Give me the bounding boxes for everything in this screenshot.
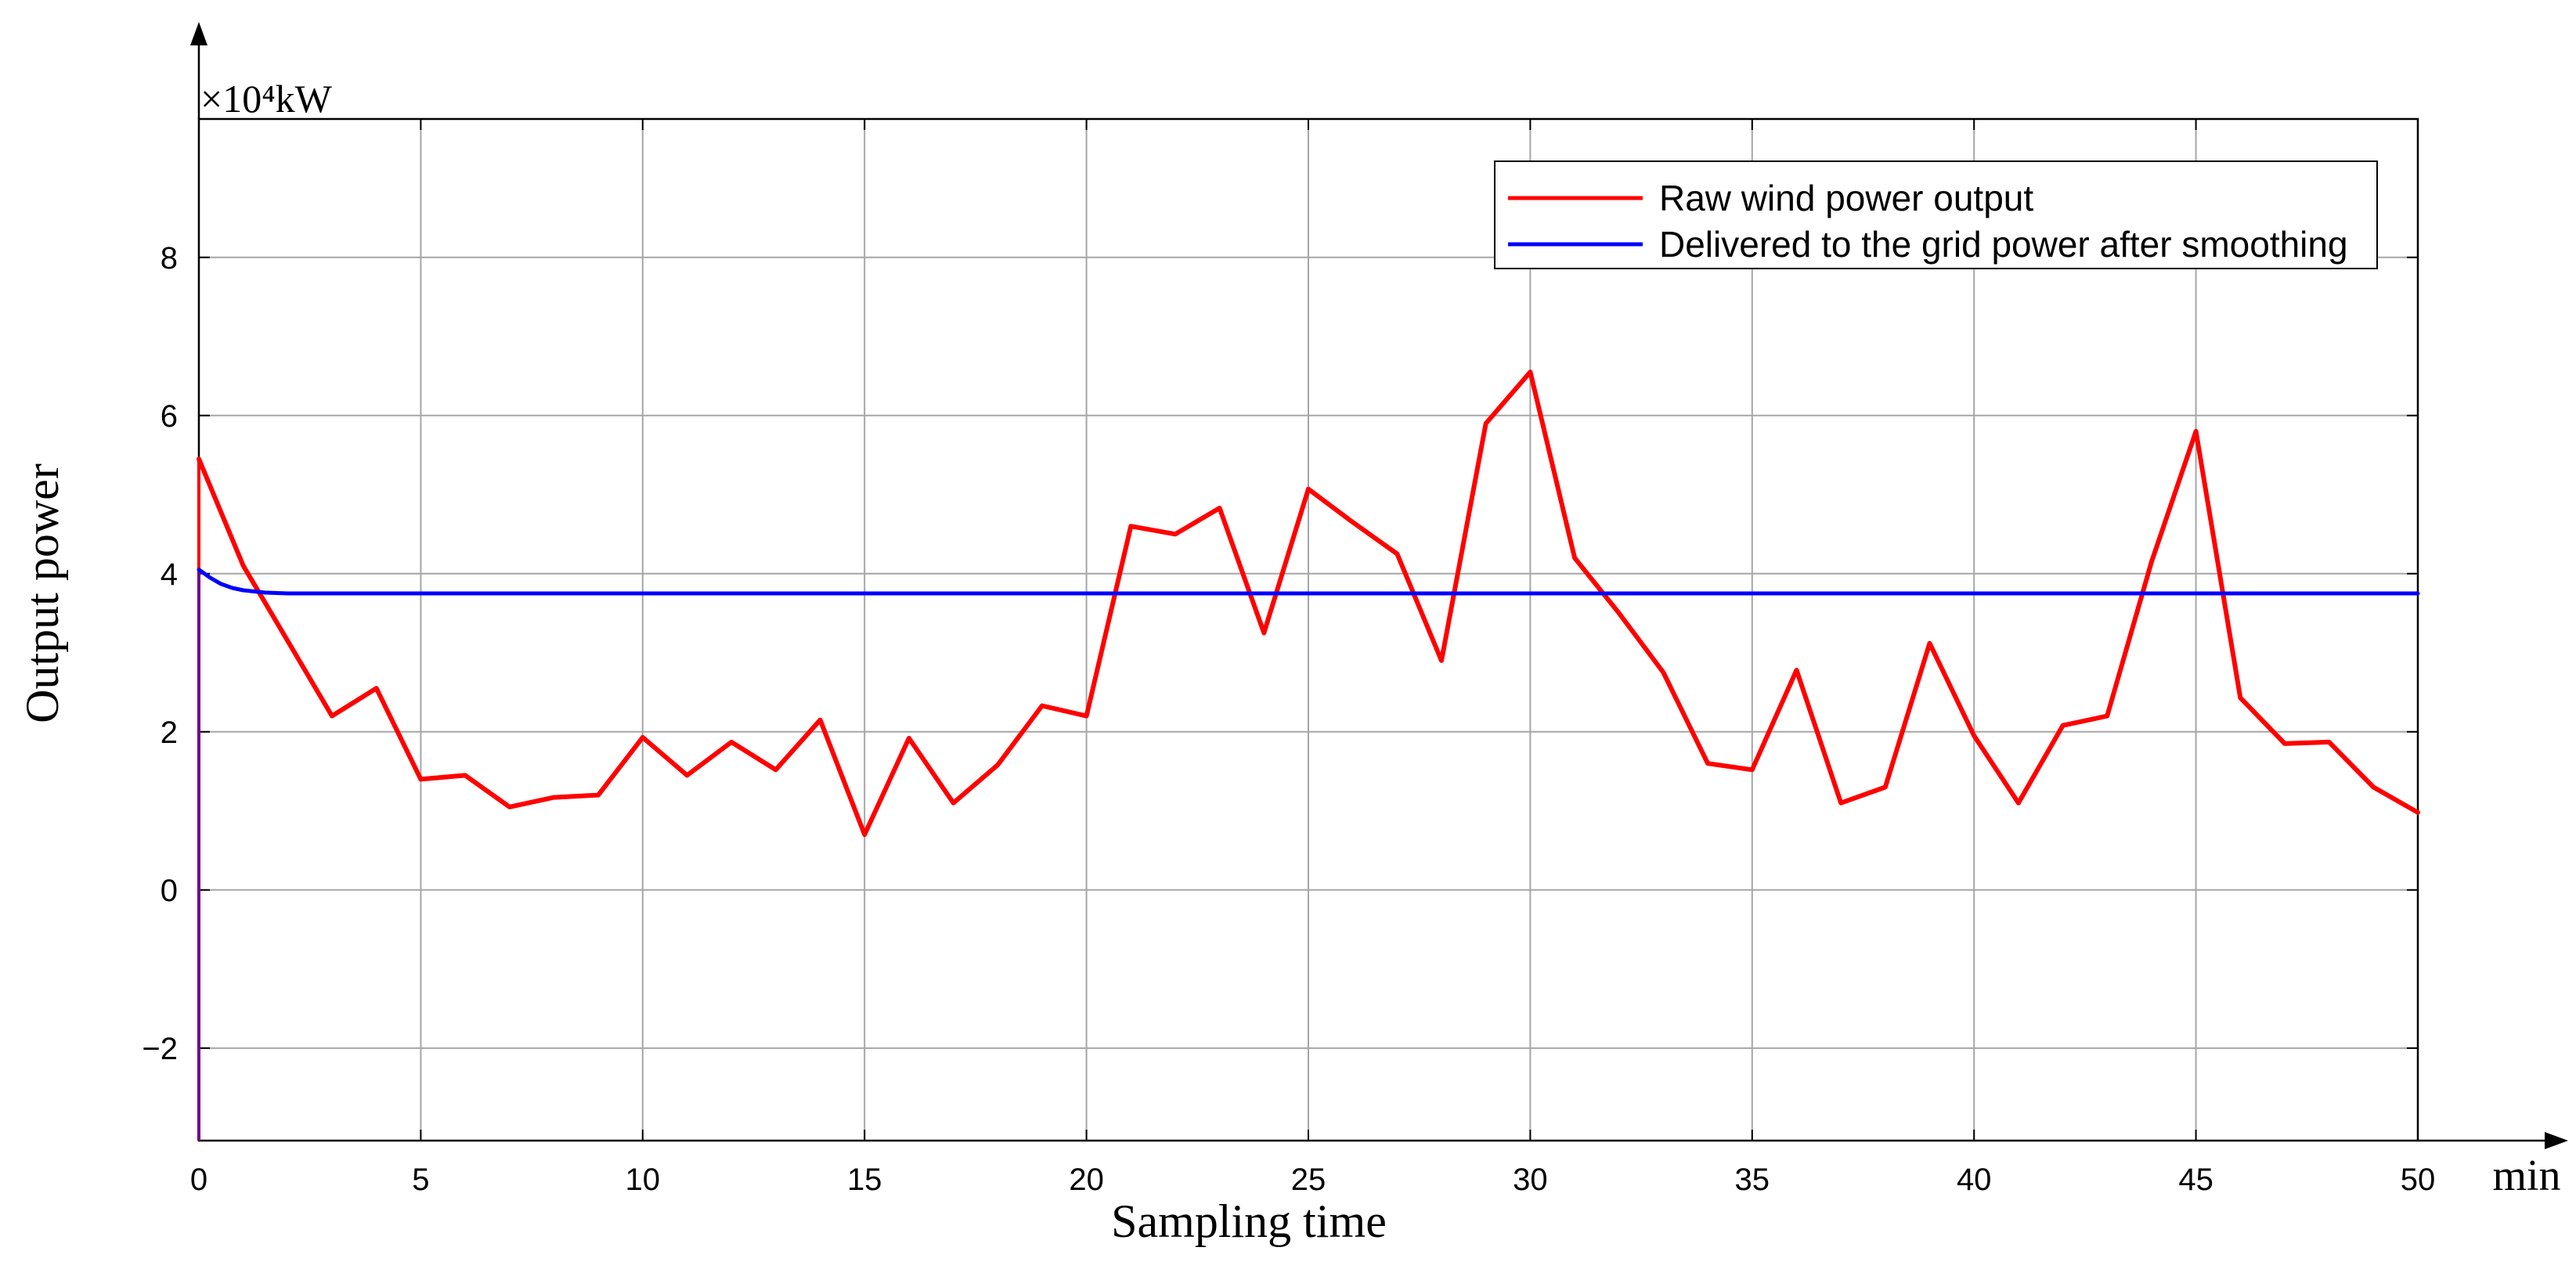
legend-label-raw-wind-power: Raw wind power output — [1659, 178, 2033, 218]
x-tick-label: 35 — [1735, 1163, 1770, 1197]
tick-marks — [198, 119, 2419, 1141]
x-unit-label: min — [2492, 1152, 2560, 1200]
x-axis-label: Sampling time — [1111, 1195, 1387, 1247]
x-tick-label: 20 — [1069, 1163, 1104, 1197]
y-tick-label: −2 — [142, 1032, 178, 1066]
x-tick-label: 50 — [2401, 1163, 2436, 1197]
y-tick-labels: −2 0 2 4 6 8 — [142, 241, 178, 1066]
x-axis-arrowhead — [2545, 1132, 2568, 1149]
y-unit-label: ×10⁴kW — [200, 77, 333, 121]
x-tick-labels: 0 5 10 15 20 25 30 35 40 45 50 — [190, 1163, 2435, 1197]
y-axis-arrowhead — [190, 22, 207, 45]
x-tick-label: 10 — [626, 1163, 661, 1197]
x-tick-label: 15 — [847, 1163, 882, 1197]
y-tick-label: 2 — [161, 716, 178, 750]
legend: Raw wind power output Delivered to the g… — [1494, 160, 2378, 269]
x-tick-label: 30 — [1513, 1163, 1548, 1197]
legend-box — [1494, 160, 2378, 269]
y-tick-label: 6 — [161, 399, 178, 434]
y-tick-label: 8 — [161, 241, 178, 276]
x-tick-label: 40 — [1957, 1163, 1992, 1197]
x-tick-label: 5 — [412, 1163, 429, 1197]
y-axis-label: Output power — [16, 463, 68, 723]
x-tick-label: 0 — [190, 1163, 207, 1197]
y-tick-label: 0 — [161, 874, 178, 908]
series-line-smoothed-grid-power — [197, 568, 2420, 596]
y-tick-label: 4 — [161, 557, 178, 592]
series-line-raw-wind-power — [197, 370, 2420, 838]
x-tick-label: 45 — [2178, 1163, 2213, 1197]
x-tick-label: 25 — [1291, 1163, 1326, 1197]
legend-label-smoothed-grid-power: Delivered to the grid power after smooth… — [1659, 224, 2348, 265]
series-lines — [197, 370, 2420, 1141]
